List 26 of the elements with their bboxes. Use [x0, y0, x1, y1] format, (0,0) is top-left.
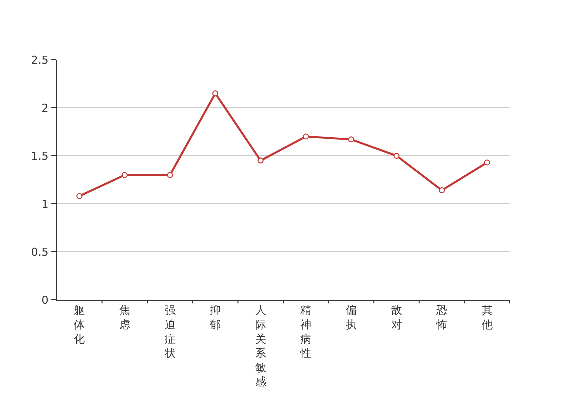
- x-tick-label: 抑郁: [210, 304, 222, 332]
- point: [76, 193, 83, 200]
- x-tick-label: 其他: [482, 304, 493, 332]
- point: [303, 134, 310, 140]
- y-tick-label: 1: [42, 198, 49, 211]
- point: [484, 160, 490, 166]
- x-tick-label: 敌对: [391, 304, 402, 332]
- point: [122, 172, 128, 178]
- x-tick-label: 人际关系敏感: [255, 304, 266, 389]
- y-tick-label: 2.5: [31, 54, 49, 67]
- x-tick-label: 强迫症状: [164, 304, 176, 360]
- x-tick-label: 恐怖: [436, 304, 448, 332]
- point: [348, 136, 354, 143]
- x-tick-label: 躯体化: [74, 304, 86, 346]
- x-tick-label: 焦虑: [119, 304, 130, 332]
- point: [439, 188, 446, 194]
- y-tick-label: 1.5: [31, 150, 49, 163]
- x-tick-label: 精神病性: [300, 304, 312, 360]
- point: [258, 158, 264, 164]
- y-tick-label: 0: [42, 294, 49, 307]
- y-tick-label: 2: [42, 102, 49, 115]
- point: [394, 153, 400, 159]
- x-tick-label: 偏执: [346, 304, 357, 332]
- point: [212, 90, 219, 97]
- point: [167, 172, 174, 178]
- y-tick-label: 0.5: [31, 246, 49, 259]
